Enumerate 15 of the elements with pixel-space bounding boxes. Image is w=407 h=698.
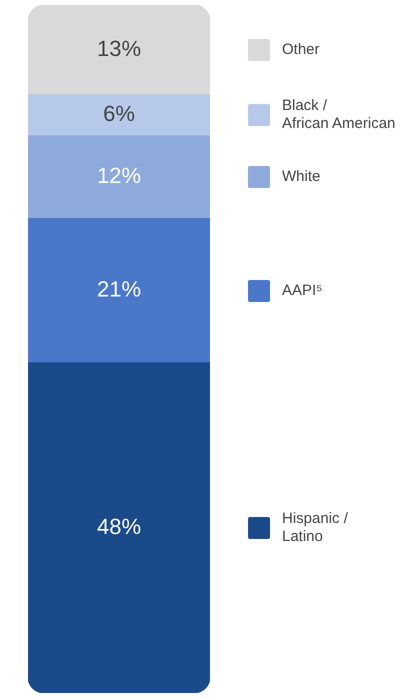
legend-label: Black / African American — [282, 97, 396, 134]
data-label: 12% — [96, 163, 142, 188]
data-label: 6% — [103, 101, 135, 126]
bar — [28, 218, 210, 364]
data-label: 21% — [96, 276, 142, 302]
legend-label: AAPI⁵ — [282, 282, 324, 300]
data-label: 48% — [96, 514, 142, 539]
bar — [28, 135, 210, 219]
bar — [28, 94, 210, 136]
bar — [28, 362, 210, 693]
bar — [28, 5, 210, 95]
legend-label: Other — [282, 40, 321, 59]
legend-label: White — [282, 168, 322, 186]
data-label: 13% — [96, 36, 142, 61]
legend-label: Hispanic / Latino — [282, 510, 349, 546]
